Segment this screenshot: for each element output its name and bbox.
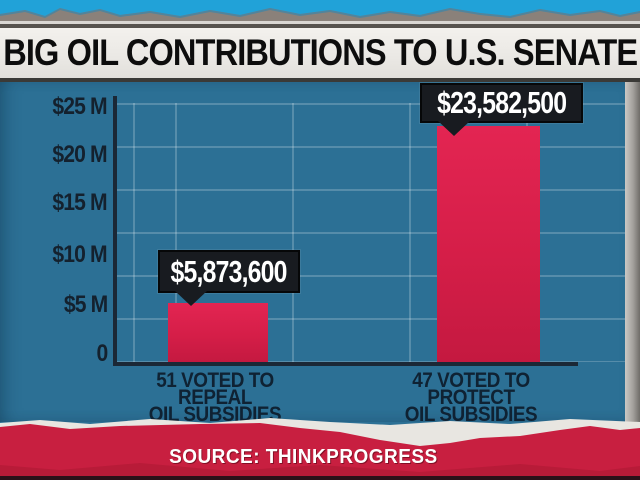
torn-edge-top <box>0 0 640 30</box>
source-credit: SOURCE: THINKPROGRESS <box>168 446 438 468</box>
title-banner: BIG OIL CONTRIBUTIONS TO U.S. SENATE <box>0 28 640 78</box>
torn-edge-top-art <box>0 0 640 30</box>
x-axis-line <box>113 362 578 366</box>
value-callout-protect: $23,582,500 <box>420 83 583 123</box>
callout-pointer-icon <box>175 291 207 306</box>
source-banner-art <box>0 418 640 480</box>
y-tick-5m: $5 M <box>63 291 108 318</box>
bar-protect-subsidies <box>437 126 540 362</box>
plot-area <box>0 80 640 362</box>
callout-pointer-icon <box>438 121 470 136</box>
banner-shadow <box>0 78 640 82</box>
bar-repeal-subsidies <box>168 303 268 362</box>
x-category-label-protect: 47 VOTED TO PROTECT OIL SUBSIDIES <box>404 369 538 426</box>
value-callout-repeal: $5,873,600 <box>158 250 300 293</box>
y-axis-line <box>113 96 117 366</box>
y-tick-15m: $15 M <box>52 189 108 216</box>
y-tick-0: 0 <box>96 340 108 367</box>
value-label-repeal: $5,873,600 <box>170 253 288 289</box>
torn-edge-bottom <box>0 415 640 480</box>
right-edge-strip <box>625 80 640 425</box>
y-tick-10m: $10 M <box>52 241 108 268</box>
y-tick-20m: $20 M <box>52 141 108 168</box>
page-title: BIG OIL CONTRIBUTIONS TO U.S. SENATE <box>2 32 638 73</box>
y-tick-25m: $25 M <box>52 93 108 120</box>
x-category-label-repeal: 51 VOTED TO REPEAL OIL SUBSIDIES <box>148 369 282 426</box>
value-label-protect: $23,582,500 <box>436 85 567 120</box>
